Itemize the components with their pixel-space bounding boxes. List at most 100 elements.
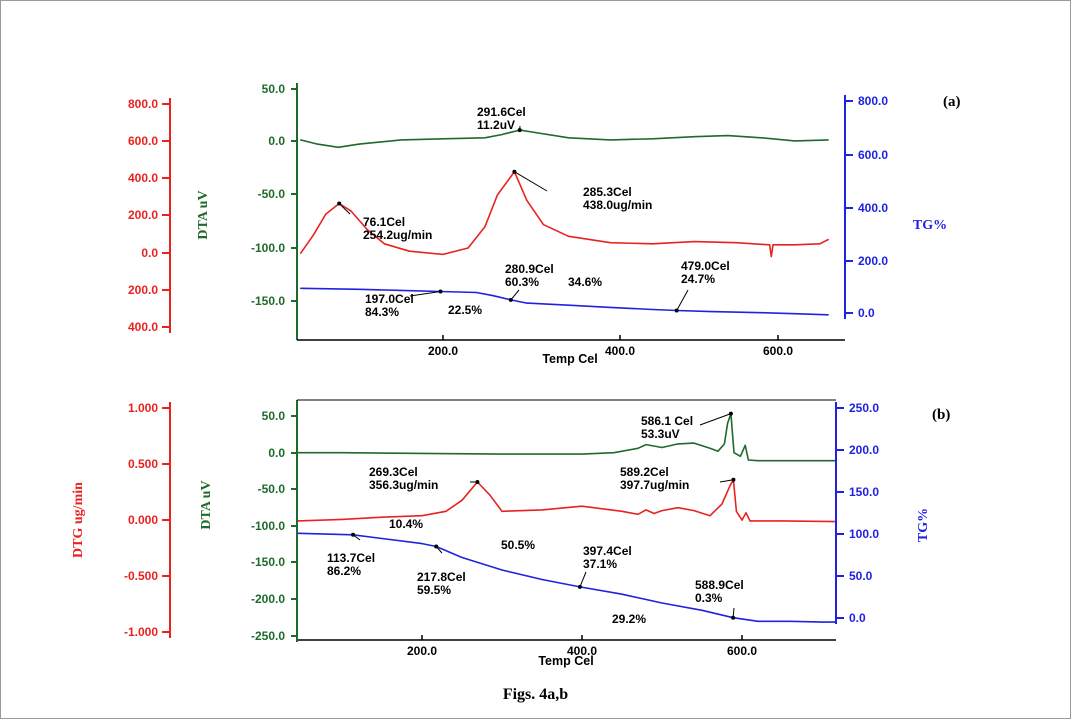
dtg-tick-label: 0.0 xyxy=(141,246,158,260)
data-point xyxy=(693,241,695,243)
annotation-marker xyxy=(508,297,513,302)
dta-series-line xyxy=(298,412,836,462)
data-point xyxy=(501,510,503,512)
data-point xyxy=(677,443,679,445)
tg-tick-label: 0.0 xyxy=(849,611,866,625)
data-point xyxy=(609,242,612,244)
data-point xyxy=(421,543,423,545)
data-point xyxy=(461,556,463,559)
data-point xyxy=(484,226,486,228)
data-point xyxy=(661,446,663,449)
dtg-tick-label: -0.500 xyxy=(124,569,158,583)
data-point xyxy=(735,242,737,244)
data-point xyxy=(693,136,695,138)
data-point xyxy=(541,578,543,581)
data-point xyxy=(701,609,703,611)
data-point xyxy=(794,313,796,315)
data-point xyxy=(312,234,314,236)
data-point xyxy=(637,447,639,449)
data-point xyxy=(445,510,447,512)
dta-axis-title: DTA uV xyxy=(199,480,214,529)
x-tick-label: 600.0 xyxy=(763,344,793,358)
annotation-label: 280.9Cel xyxy=(505,262,554,276)
data-point xyxy=(337,146,339,148)
annotation-label: 37.1% xyxy=(583,557,617,571)
data-point xyxy=(381,516,383,518)
figure-caption: Figs. 4a,b xyxy=(502,686,569,703)
dtg-tick-label: 400.0 xyxy=(128,320,158,334)
data-point xyxy=(821,621,823,623)
data-point xyxy=(489,494,491,496)
data-point xyxy=(733,452,735,454)
dta-tick-label: -50.0 xyxy=(258,187,286,201)
annotation-label: 285.3Cel xyxy=(583,185,632,199)
data-point xyxy=(442,253,444,255)
data-point xyxy=(541,509,543,511)
data-point xyxy=(568,304,570,306)
annotation-leader-line xyxy=(719,479,734,483)
x-axis-label: Temp Cel xyxy=(538,654,593,668)
annotation-label: 397.4Cel xyxy=(583,544,632,558)
data-point xyxy=(827,314,829,316)
data-point xyxy=(621,510,623,512)
dta-tick-label: -100.0 xyxy=(251,241,285,255)
data-point xyxy=(645,509,647,511)
dta-tick-label: 0.0 xyxy=(268,134,285,148)
x-tick-label: 400.0 xyxy=(605,344,635,358)
x-axis-label: Temp Cel xyxy=(542,352,597,366)
annotation-marker xyxy=(731,477,736,482)
annotation-label: 10.4% xyxy=(389,517,423,531)
data-point xyxy=(609,306,612,308)
data-point xyxy=(709,447,711,449)
data-point xyxy=(421,452,423,454)
tg-series-line xyxy=(297,532,836,623)
annotation-leader-line xyxy=(676,289,689,311)
data-point xyxy=(581,453,583,455)
data-point xyxy=(821,460,823,462)
data-point xyxy=(526,199,528,201)
data-point xyxy=(484,137,486,139)
data-point xyxy=(651,243,654,245)
data-point xyxy=(581,505,583,507)
dta-tick-label: -50.0 xyxy=(258,482,286,496)
tg-tick-label: 600.0 xyxy=(858,148,888,162)
dta-tick-label: 50.0 xyxy=(262,409,286,423)
annotation-label: 24.7% xyxy=(681,272,715,286)
data-point xyxy=(709,515,711,517)
data-point xyxy=(794,140,796,142)
data-point xyxy=(467,247,469,249)
annotation-leader-line xyxy=(579,571,587,588)
annotation-marker xyxy=(577,584,582,589)
data-point xyxy=(381,537,383,540)
dta-tick-label: -100.0 xyxy=(251,519,285,533)
data-point xyxy=(760,137,762,139)
data-point xyxy=(316,143,318,145)
annotation-label: 291.6Cel xyxy=(477,105,526,119)
data-point xyxy=(400,289,402,291)
dtg-tick-label: 1.000 xyxy=(128,401,158,415)
dta-series-line xyxy=(300,129,829,149)
data-point xyxy=(300,139,302,141)
dtg-tick-label: 400.0 xyxy=(128,171,158,185)
data-point xyxy=(693,510,695,512)
annotation-label: 11.2uV xyxy=(477,118,515,132)
annotation-marker xyxy=(728,411,733,416)
data-point xyxy=(721,503,723,505)
annotation-leader-line xyxy=(699,413,732,426)
data-point xyxy=(408,250,411,252)
dta-tick-label: -150.0 xyxy=(251,294,285,308)
annotation-label: 29.2% xyxy=(612,612,646,626)
annotation-marker xyxy=(475,480,480,484)
data-point xyxy=(661,602,663,604)
annotation-marker xyxy=(674,308,679,313)
dtg-series-line xyxy=(297,478,837,523)
data-point xyxy=(729,485,731,487)
data-point xyxy=(442,138,444,140)
data-point xyxy=(693,442,695,444)
annotation-leader-line xyxy=(510,289,520,301)
data-point xyxy=(744,444,746,446)
annotation-label: 53.3uV xyxy=(641,427,680,441)
data-point xyxy=(789,620,791,622)
tg-tick-label: 200.0 xyxy=(849,443,879,457)
